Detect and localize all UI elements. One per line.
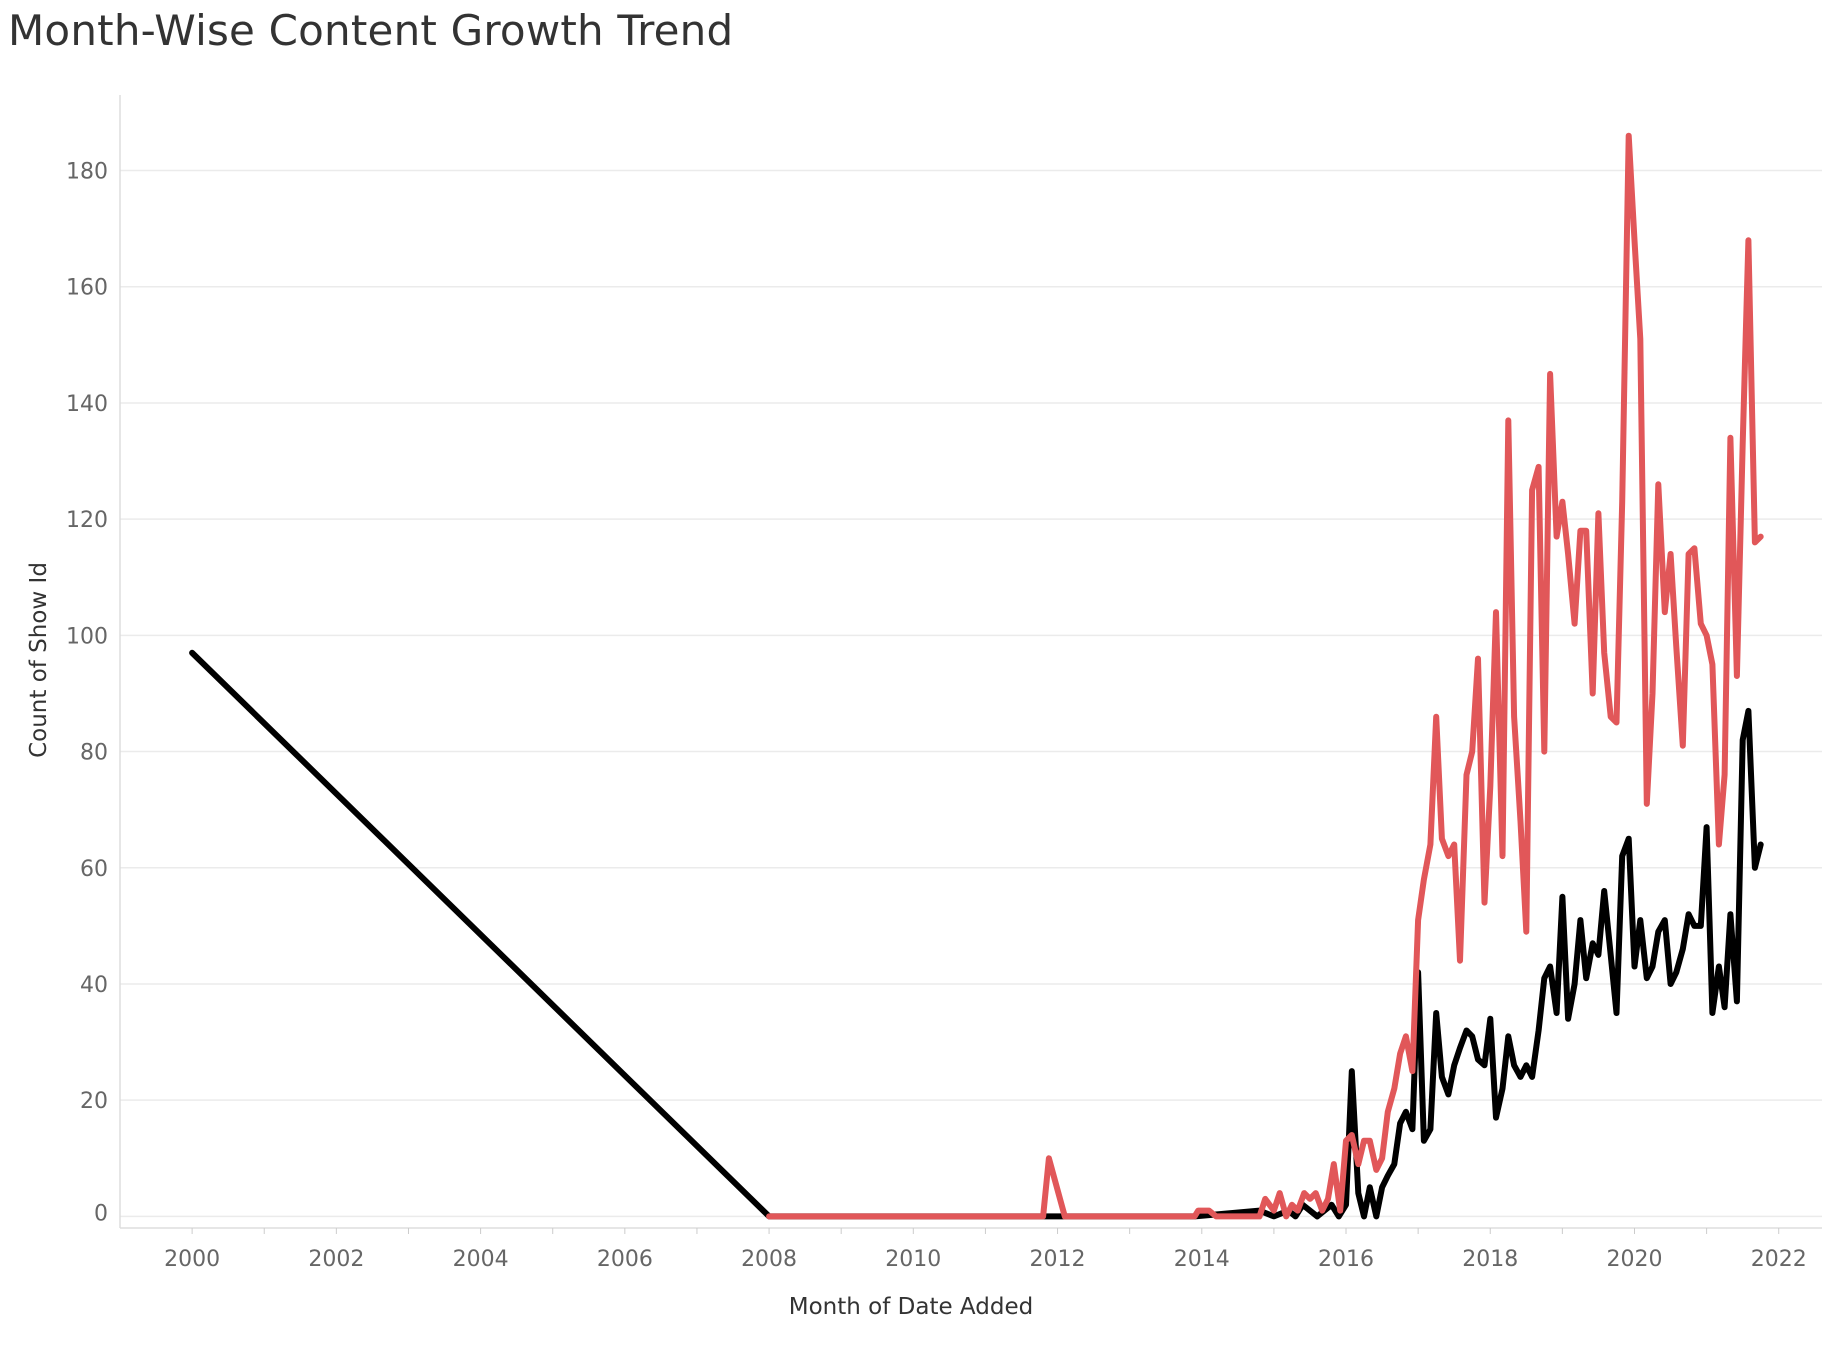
y-tick-label: 20 [80, 1089, 108, 1114]
series-lines [189, 132, 1764, 1220]
y-tick-labels: 0 20 40 60 80 100 120 140 160 180 [66, 160, 108, 1227]
x-tick-label: 2018 [1462, 1247, 1518, 1272]
x-tick-label: 2014 [1174, 1247, 1230, 1272]
series-line-red [766, 132, 1764, 1220]
x-axis-title: Month of Date Added [789, 1294, 1033, 1320]
y-tick-label: 80 [80, 741, 108, 766]
y-tick-label: 160 [66, 276, 108, 301]
y-tick-label: 0 [94, 1201, 108, 1226]
y-tick-label: 120 [66, 508, 108, 533]
series-line-black [189, 649, 1764, 1220]
x-tick-label: 2002 [308, 1247, 364, 1272]
y-tick-label: 60 [80, 857, 108, 882]
y-tick-label: 100 [66, 624, 108, 649]
x-tick-labels: 2000 2002 2004 2006 2008 2010 2012 2014 2016 2018… [164, 1228, 1807, 1272]
y-axis-title: Count of Show Id [26, 562, 52, 758]
x-tick-label: 2004 [453, 1247, 509, 1272]
axes [119, 95, 1822, 1229]
x-tick-label: 2008 [741, 1247, 797, 1272]
y-tick-label: 140 [66, 392, 108, 417]
x-tick-label: 2016 [1318, 1247, 1374, 1272]
chart-title: Month-Wise Content Growth Trend [8, 6, 734, 55]
x-tick-label: 2000 [164, 1247, 220, 1272]
x-tick-label: 2006 [597, 1247, 653, 1272]
x-tick-label: 2022 [1751, 1247, 1807, 1272]
y-tick-label: 40 [80, 973, 108, 998]
x-tick-label: 2020 [1606, 1247, 1662, 1272]
gridlines [120, 169, 1822, 1218]
y-tick-label: 180 [66, 160, 108, 185]
x-tick-label: 2010 [885, 1247, 941, 1272]
x-tick-label: 2012 [1030, 1247, 1086, 1272]
